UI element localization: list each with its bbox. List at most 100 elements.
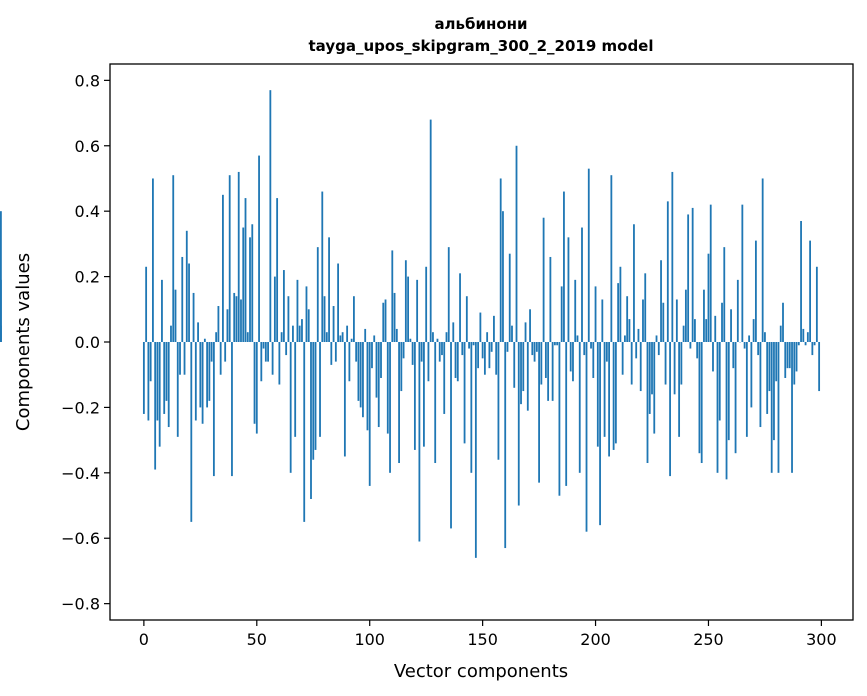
bar bbox=[698, 342, 701, 454]
bar bbox=[662, 302, 665, 342]
bar bbox=[714, 315, 717, 342]
x-tick-label: 250 bbox=[693, 630, 724, 649]
bar bbox=[610, 175, 613, 342]
bar bbox=[547, 342, 550, 401]
bar bbox=[590, 342, 592, 349]
bar bbox=[183, 342, 186, 375]
bar bbox=[788, 342, 791, 369]
bar bbox=[445, 332, 448, 342]
bar bbox=[407, 276, 410, 342]
bar bbox=[258, 155, 260, 342]
bar bbox=[434, 342, 437, 464]
y-tick-label: 0.8 bbox=[75, 71, 100, 90]
bar bbox=[599, 342, 601, 526]
bar bbox=[556, 342, 559, 346]
bar bbox=[721, 302, 723, 342]
bar bbox=[576, 335, 579, 342]
bar bbox=[524, 322, 527, 342]
bar bbox=[617, 283, 620, 342]
y-tick-label: 0.2 bbox=[75, 268, 100, 287]
bar bbox=[635, 342, 638, 359]
bar bbox=[707, 253, 710, 342]
bar bbox=[793, 342, 796, 385]
bar bbox=[581, 227, 583, 342]
bar bbox=[380, 342, 382, 378]
bar bbox=[276, 198, 279, 342]
bar bbox=[802, 328, 805, 342]
bar bbox=[377, 342, 380, 428]
bar bbox=[811, 342, 814, 356]
bar bbox=[660, 260, 662, 342]
bar bbox=[538, 342, 540, 483]
bar bbox=[149, 342, 152, 382]
bar bbox=[285, 342, 288, 356]
bar bbox=[310, 342, 312, 499]
bar bbox=[567, 237, 570, 342]
bar bbox=[0, 211, 2, 342]
bar bbox=[553, 342, 556, 346]
bar bbox=[212, 342, 215, 477]
bar bbox=[486, 332, 489, 342]
bar bbox=[675, 299, 678, 342]
bar bbox=[273, 276, 276, 342]
bar bbox=[203, 338, 206, 342]
y-tick-label: 0.6 bbox=[75, 137, 100, 156]
bar bbox=[639, 342, 642, 392]
bar bbox=[535, 342, 538, 352]
bar bbox=[526, 342, 529, 411]
x-tick-label: 0 bbox=[139, 630, 149, 649]
bar bbox=[443, 342, 446, 414]
bar bbox=[759, 342, 762, 428]
bar bbox=[773, 342, 775, 441]
bar bbox=[718, 342, 721, 421]
bar bbox=[425, 266, 428, 342]
bar bbox=[479, 312, 482, 342]
bar bbox=[716, 342, 719, 473]
bar bbox=[734, 342, 737, 454]
bar bbox=[513, 342, 516, 388]
bar bbox=[531, 342, 534, 356]
bar bbox=[206, 342, 209, 408]
y-tick-label: −0.6 bbox=[61, 529, 100, 548]
bar bbox=[680, 342, 683, 385]
bar bbox=[499, 178, 502, 342]
bar bbox=[215, 332, 218, 342]
bar bbox=[806, 332, 809, 342]
bar bbox=[172, 175, 175, 342]
bar bbox=[750, 342, 753, 408]
bar bbox=[745, 342, 748, 437]
y-tick-label: −0.2 bbox=[61, 398, 100, 417]
bar bbox=[375, 342, 378, 398]
bar bbox=[404, 260, 407, 342]
bar bbox=[249, 237, 251, 342]
bar bbox=[694, 319, 696, 342]
bar bbox=[255, 342, 258, 434]
chart-subtitle: tayga_upos_skipgram_300_2_2019 model bbox=[309, 37, 654, 55]
bar bbox=[791, 342, 793, 473]
bar bbox=[752, 319, 755, 342]
bar bbox=[251, 224, 254, 342]
bar bbox=[199, 342, 202, 408]
bar bbox=[289, 342, 292, 473]
bar bbox=[452, 322, 455, 342]
bar bbox=[264, 342, 267, 362]
bar bbox=[244, 198, 247, 342]
bar bbox=[429, 119, 432, 342]
bars-layer bbox=[0, 90, 821, 558]
bar bbox=[648, 342, 651, 414]
bar bbox=[818, 342, 821, 392]
bar bbox=[472, 342, 475, 346]
bar bbox=[170, 325, 172, 342]
bar bbox=[366, 342, 369, 431]
y-tick-label: −0.8 bbox=[61, 595, 100, 614]
bar bbox=[533, 342, 536, 362]
bar bbox=[549, 256, 552, 342]
x-axis-label: Vector components bbox=[394, 661, 568, 682]
bar bbox=[436, 338, 439, 342]
bar bbox=[237, 171, 240, 342]
bar bbox=[328, 237, 330, 342]
bar bbox=[474, 342, 477, 558]
bar bbox=[542, 217, 545, 342]
y-axis-ticks: −0.8 −0.6 −0.4 −0.2 0.0 0.2 0.4 0.6 0.8 bbox=[61, 71, 110, 614]
bar bbox=[418, 342, 421, 542]
